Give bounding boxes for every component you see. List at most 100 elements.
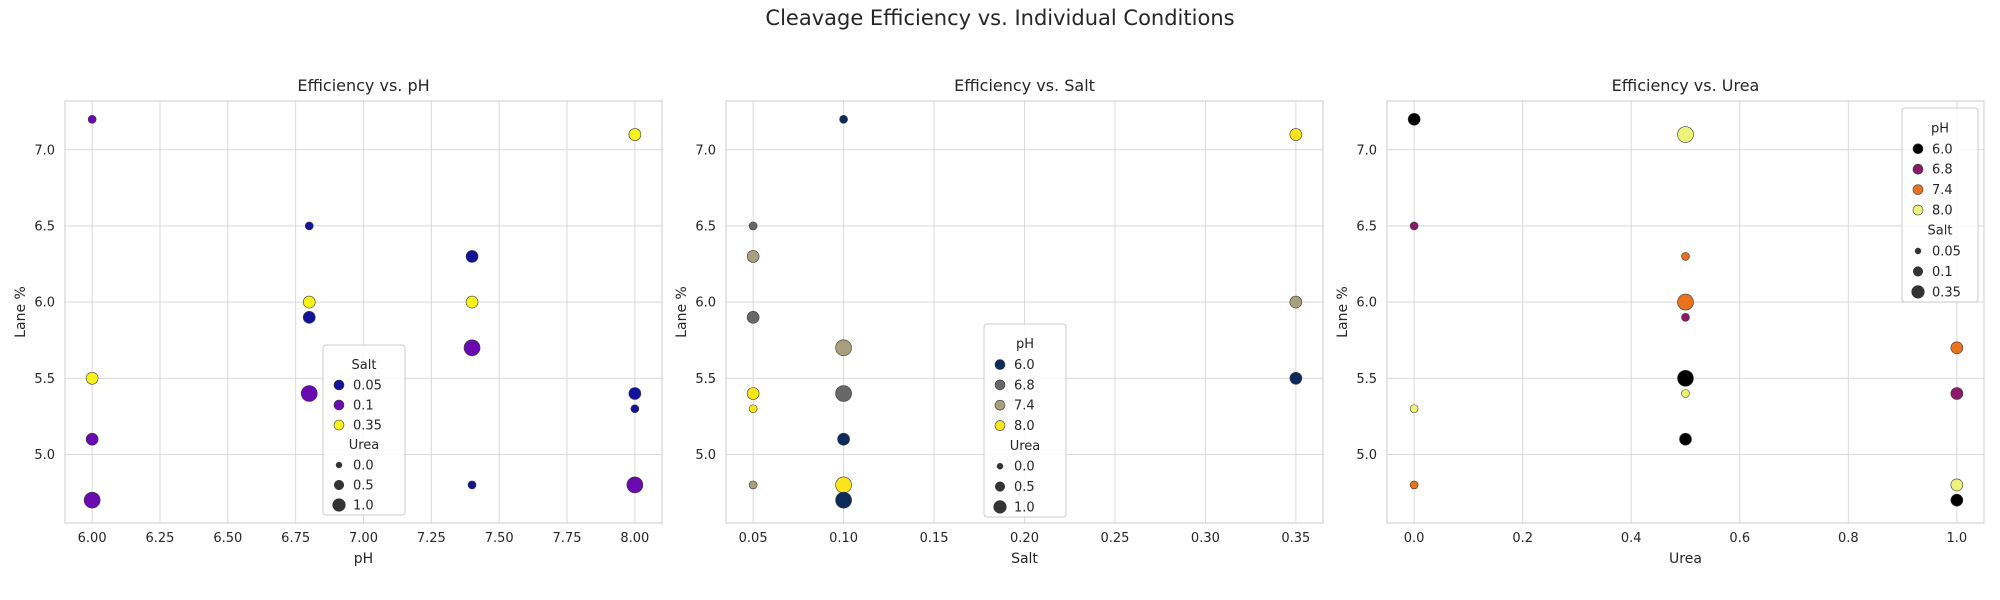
axes-frame bbox=[725, 100, 1324, 524]
x-tick-label: 0.15 bbox=[920, 531, 949, 546]
legend-hue-label: 0.1 bbox=[353, 399, 374, 414]
data-point bbox=[302, 311, 316, 324]
data-point bbox=[1681, 313, 1690, 322]
data-point bbox=[628, 128, 642, 141]
subplot-title: Efficiency vs. Urea bbox=[1612, 76, 1760, 95]
legend-size-title: Urea bbox=[1010, 439, 1041, 454]
data-point bbox=[835, 339, 852, 357]
legend: Salt 0.05 0.1 0.35 Urea 0.0 0.5 1.0 bbox=[322, 344, 406, 516]
legend-hue-marker bbox=[1912, 204, 1924, 216]
legend: pH 6.0 6.8 7.4 8.0 Urea 0.0 0.5 1.0 bbox=[983, 323, 1067, 518]
legend-hue-marker bbox=[1912, 184, 1924, 195]
y-axis-label: Lane % bbox=[13, 286, 29, 338]
legend-hue-label: 6.8 bbox=[1932, 163, 1953, 178]
legend: pH 6.0 6.8 7.4 8.0 Salt 0.05 0.1 0.35 bbox=[1901, 107, 1979, 303]
subplot-3: 0.0 0.2 0.4 0.6 0.8 1.0 5.0 5.5 6.0 6.5 7.0 Efficie… bbox=[1335, 76, 1985, 567]
legend-hue-marker bbox=[333, 399, 345, 411]
legend-hue-marker bbox=[333, 379, 345, 391]
x-tick-label: 0.8 bbox=[1838, 531, 1859, 546]
legend-hue-title: pH bbox=[1931, 121, 1949, 136]
y-tick-label: 5.5 bbox=[695, 372, 716, 387]
x-tick-label: 0.2 bbox=[1512, 531, 1533, 546]
legend-hue-marker bbox=[994, 420, 1006, 431]
subplot-2: 0.05 0.10 0.15 0.20 0.25 0.30 0.35 5.0 5.5 6.0 6.5… bbox=[674, 76, 1324, 567]
data-point bbox=[85, 432, 99, 446]
data-point bbox=[1950, 341, 1964, 355]
x-tick-label: 6.50 bbox=[213, 531, 242, 546]
x-tick-label: 7.50 bbox=[485, 531, 514, 546]
x-tick-label: 6.25 bbox=[146, 531, 175, 546]
y-tick-label: 5.0 bbox=[695, 448, 716, 463]
x-tick-label: 0.4 bbox=[1621, 531, 1642, 546]
data-point bbox=[1677, 369, 1694, 387]
data-point bbox=[1409, 404, 1419, 414]
legend-hue-marker bbox=[994, 379, 1006, 391]
legend-hue-label: 8.0 bbox=[1014, 419, 1035, 434]
data-point bbox=[746, 311, 760, 324]
data-point bbox=[626, 476, 644, 494]
legend-size-marker bbox=[993, 500, 1007, 514]
x-tick-label: 7.00 bbox=[349, 531, 378, 546]
x-tick-label: 0.10 bbox=[829, 531, 858, 546]
data-point bbox=[835, 476, 852, 494]
x-axis-label: pH bbox=[354, 551, 373, 567]
data-point bbox=[87, 114, 97, 124]
legend-size-marker bbox=[333, 479, 345, 491]
y-tick-label: 7.0 bbox=[1356, 143, 1377, 158]
y-tick-label: 6.5 bbox=[695, 219, 716, 234]
x-tick-label: 0.35 bbox=[1281, 531, 1310, 546]
x-axis-label: Urea bbox=[1669, 551, 1702, 567]
legend-size-label: 1.0 bbox=[1014, 500, 1035, 515]
x-tick-label: 8.00 bbox=[620, 531, 649, 546]
y-tick-label: 6.0 bbox=[695, 296, 716, 311]
y-axis-label: Lane % bbox=[1335, 286, 1351, 338]
legend-hue-marker bbox=[1912, 143, 1924, 155]
data-point bbox=[1407, 112, 1421, 126]
legend-hue-label: 6.0 bbox=[1932, 142, 1953, 157]
x-tick-label: 0.6 bbox=[1729, 531, 1750, 546]
legend-size-label: 0.5 bbox=[353, 479, 374, 494]
data-point bbox=[1289, 295, 1303, 309]
y-tick-label: 6.5 bbox=[1356, 219, 1377, 234]
legend-size-marker bbox=[994, 481, 1006, 492]
axes-frame bbox=[1386, 100, 1985, 524]
data-point bbox=[1409, 221, 1419, 231]
data-point bbox=[835, 385, 852, 402]
x-tick-label: 6.00 bbox=[78, 531, 107, 546]
y-tick-label: 7.0 bbox=[34, 143, 55, 158]
data-point bbox=[748, 480, 758, 490]
legend-size-marker bbox=[996, 462, 1004, 470]
legend-size-label: 0.1 bbox=[1932, 265, 1953, 280]
legend-size-title: Salt bbox=[1928, 224, 1953, 239]
x-tick-label: 7.25 bbox=[417, 531, 446, 546]
subplot-1: 6.00 6.25 6.50 6.75 7.00 7.25 7.50 7.75 8.00 5.0 5… bbox=[13, 76, 663, 567]
data-point bbox=[1679, 432, 1692, 446]
legend-hue-label: 6.8 bbox=[1014, 378, 1035, 393]
legend-hue-title: pH bbox=[1016, 337, 1034, 352]
legend-size-label: 0.5 bbox=[1014, 480, 1035, 495]
data-point bbox=[628, 387, 642, 400]
legend-size-label: 0.0 bbox=[1014, 460, 1035, 475]
y-tick-label: 6.0 bbox=[34, 296, 55, 311]
x-tick-label: 0.05 bbox=[739, 531, 768, 546]
data-point bbox=[1950, 478, 1964, 492]
legend-hue-label: 7.4 bbox=[1932, 183, 1953, 198]
legend-hue-label: 7.4 bbox=[1014, 399, 1035, 414]
y-axis-label: Lane % bbox=[674, 286, 690, 338]
data-point bbox=[630, 404, 640, 414]
figure-title: Cleavage Efficiency vs. Individual Condi… bbox=[765, 6, 1235, 30]
legend-size-marker bbox=[1914, 247, 1922, 255]
legend-frame bbox=[983, 323, 1067, 518]
x-tick-label: 1.0 bbox=[1947, 531, 1968, 546]
legend-size-label: 0.05 bbox=[1932, 244, 1961, 259]
legend-size-marker bbox=[332, 498, 346, 512]
data-point bbox=[837, 432, 850, 446]
legend-size-label: 0.35 bbox=[1932, 285, 1961, 300]
y-tick-label: 5.5 bbox=[34, 372, 55, 387]
y-tick-label: 5.0 bbox=[34, 448, 55, 463]
legend-size-label: 0.0 bbox=[353, 459, 374, 474]
data-point bbox=[304, 221, 314, 231]
y-tick-label: 5.5 bbox=[1356, 372, 1377, 387]
